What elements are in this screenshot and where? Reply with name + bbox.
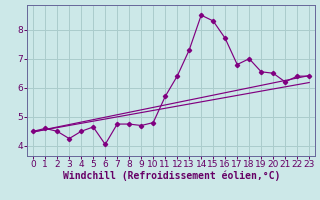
X-axis label: Windchill (Refroidissement éolien,°C): Windchill (Refroidissement éolien,°C)	[62, 171, 280, 181]
